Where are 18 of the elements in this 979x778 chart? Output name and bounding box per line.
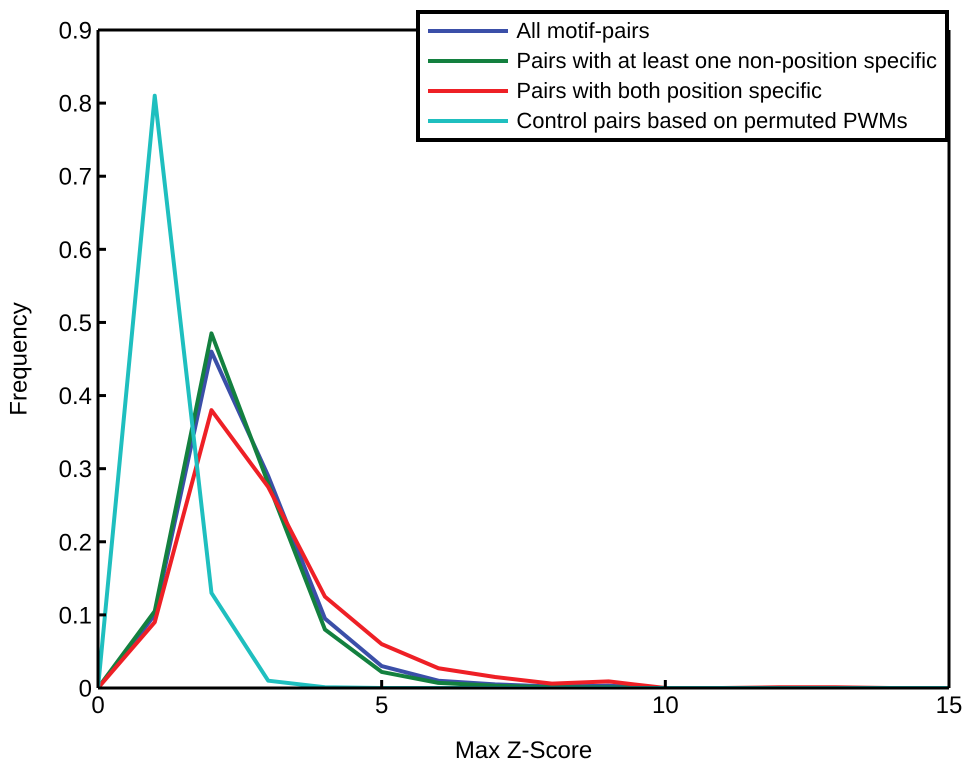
y-tick-label: 0.1 bbox=[58, 602, 92, 630]
y-tick-label: 0.5 bbox=[58, 310, 92, 337]
legend-label: All motif-pairs bbox=[516, 17, 650, 45]
y-axis-title: Frequency bbox=[6, 302, 33, 416]
x-tick-label: 15 bbox=[936, 692, 962, 720]
y-tick-label: 0.7 bbox=[58, 164, 92, 191]
y-tick-label: 0.2 bbox=[58, 529, 92, 556]
x-tick-label: 10 bbox=[652, 692, 679, 720]
y-tick-label: 0.4 bbox=[58, 383, 92, 410]
legend-label: Pairs with both position specific bbox=[516, 77, 822, 105]
y-tick-label: 0.3 bbox=[58, 456, 92, 484]
x-tick-label: 5 bbox=[374, 692, 388, 720]
y-tick-label: 0.9 bbox=[58, 18, 92, 45]
legend-label: Control pairs based on permuted PWMs bbox=[516, 107, 908, 135]
y-tick-label: 0.6 bbox=[58, 236, 92, 264]
legend-label: Pairs with at least one non-position specific bbox=[516, 47, 937, 75]
y-tick-label: 0.8 bbox=[58, 90, 92, 118]
x-axis-title: Max Z-Score bbox=[454, 737, 592, 764]
